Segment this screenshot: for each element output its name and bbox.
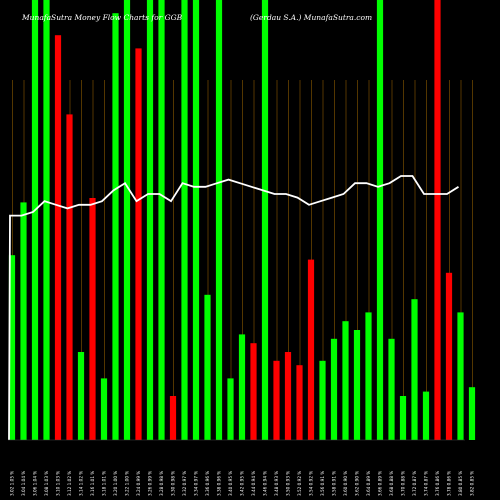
bar-red: [434, 0, 441, 440]
x-tick-label: 3.18 1.01 %: [102, 471, 107, 496]
bar-green: [457, 312, 464, 440]
x-tick-label: 3.26 0.99 %: [148, 471, 153, 496]
bar-green: [43, 0, 50, 440]
bar-red: [296, 365, 303, 440]
bar-red: [445, 272, 453, 440]
bar-green: [215, 0, 223, 440]
bar-green: [8, 255, 16, 440]
bar-green: [31, 0, 39, 440]
bar-green: [261, 0, 269, 440]
x-tick-label: 3.14 1.02 %: [79, 471, 84, 496]
x-tick-label: 3.82 0.85 %: [470, 471, 475, 496]
bar-green: [238, 334, 246, 440]
x-tick-label: 3.34 0.97 %: [194, 471, 199, 496]
bar-green: [181, 0, 188, 440]
bar-series: [8, 0, 476, 441]
bar-green: [319, 360, 326, 440]
x-tick-label: 3.66 0.89 %: [378, 471, 383, 496]
bar-green: [376, 0, 384, 440]
bar-green: [468, 387, 476, 440]
bar-green: [342, 321, 349, 440]
chart-title-right: (Gerdau S.A.) MunafaSutra.com: [250, 13, 372, 22]
bar-green: [20, 202, 27, 440]
bar-green: [388, 338, 395, 440]
x-tick-label: 3.42 0.95 %: [240, 471, 245, 496]
x-tick-label: 3.06 1.04 %: [33, 471, 38, 496]
chart-title-left: MunafaSutra Money Flow Charts for GGB: [21, 13, 183, 22]
x-tick-label: 3.44 0.94 %: [251, 471, 256, 496]
bar-green: [353, 330, 361, 440]
bar-red: [89, 198, 96, 440]
bar-green: [422, 391, 430, 440]
x-tick-label: 3.04 1.04 %: [21, 471, 26, 496]
bar-green: [100, 378, 108, 440]
bar-green: [330, 338, 338, 440]
bar-red: [273, 360, 280, 440]
x-tick-label: 3.56 0.91 %: [320, 471, 325, 496]
bar-green: [158, 0, 165, 440]
x-tick-label: 3.02 1.05 %: [10, 471, 15, 496]
x-tick-label: 3.64 0.89 %: [366, 471, 371, 496]
x-tick-label: 3.58 0.91 %: [332, 471, 337, 496]
x-tick-label: 3.24 0.99 %: [136, 471, 141, 496]
x-tick-label: 3.78 0.86 %: [447, 471, 452, 496]
x-tick-label: 3.70 0.88 %: [401, 471, 406, 496]
bar-green: [365, 312, 372, 440]
x-tick-label: 3.32 0.97 %: [182, 471, 187, 496]
x-tick-label: 3.80 0.85 %: [458, 471, 463, 496]
bar-red: [66, 114, 73, 441]
bar-green: [123, 0, 131, 440]
money-flow-line: [8, 175, 459, 441]
x-tick-label: 3.48 0.93 %: [274, 471, 279, 496]
bar-red: [250, 343, 257, 440]
bar-green: [77, 352, 85, 440]
bar-red: [284, 352, 292, 440]
x-tick-label: 3.40 0.95 %: [228, 471, 233, 496]
bar-red: [54, 35, 62, 440]
bar-red: [169, 396, 177, 440]
x-tick-label: 3.30 0.98 %: [171, 471, 176, 496]
bar-green: [112, 13, 119, 440]
x-tick-label: 3.38 0.96 %: [217, 471, 222, 496]
bar-green: [192, 0, 200, 440]
x-tick-label: 3.50 0.93 %: [286, 471, 291, 496]
x-axis-tick-labels: 3.02 1.05 % 3.04 1.04 % 3.06 1.04 % 3.08 1.…: [10, 471, 475, 496]
bar-green: [204, 294, 211, 440]
x-tick-label: 3.36 0.96 %: [205, 471, 210, 496]
x-tick-label: 3.72 0.87 %: [412, 471, 417, 496]
x-tick-label: 3.52 0.92 %: [297, 471, 302, 496]
x-tick-label: 3.16 1.01 %: [90, 471, 95, 496]
x-tick-label: 3.20 1.00 %: [113, 471, 118, 496]
x-tick-label: 3.46 0.94 %: [263, 471, 268, 496]
bar-green: [227, 378, 234, 440]
x-tick-label: 3.62 0.90 %: [355, 471, 360, 496]
bar-green: [146, 0, 154, 440]
x-tick-label: 3.76 0.86 %: [435, 471, 440, 496]
x-tick-label: 3.28 0.98 %: [159, 471, 164, 496]
x-tick-label: 3.22 1.00 %: [125, 471, 130, 496]
bar-red: [307, 259, 315, 440]
x-tick-label: 3.12 1.02 %: [67, 471, 72, 496]
x-tick-label: 3.08 1.03 %: [44, 471, 49, 496]
bar-green: [399, 396, 407, 440]
x-tick-label: 3.68 0.88 %: [389, 471, 394, 496]
bar-green: [411, 299, 418, 440]
x-tick-label: 3.54 0.92 %: [309, 471, 314, 496]
x-tick-label: 3.10 1.03 %: [56, 471, 61, 496]
bar-red: [135, 48, 142, 441]
x-tick-label: 3.60 0.90 %: [343, 471, 348, 496]
x-tick-label: 3.74 0.87 %: [424, 471, 429, 496]
